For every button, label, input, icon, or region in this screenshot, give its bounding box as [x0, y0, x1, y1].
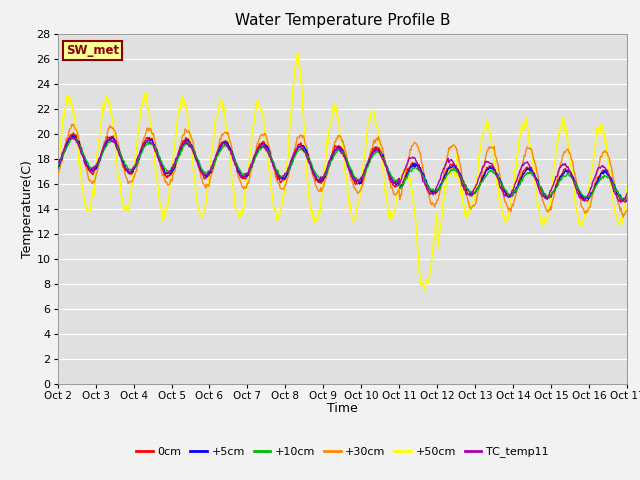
- 0cm: [623, 195, 631, 201]
- +5cm: [429, 190, 437, 196]
- +5cm: [181, 138, 189, 144]
- +50cm: [430, 236, 438, 242]
- TC_temp11: [623, 190, 631, 196]
- TC_temp11: [124, 167, 131, 172]
- +50cm: [54, 165, 61, 170]
- TC_temp11: [64, 137, 72, 143]
- +30cm: [620, 215, 627, 220]
- +30cm: [124, 177, 131, 182]
- +30cm: [623, 207, 631, 213]
- Line: 0cm: 0cm: [58, 133, 627, 202]
- +10cm: [54, 164, 61, 170]
- +5cm: [64, 140, 72, 146]
- +30cm: [429, 201, 437, 206]
- +10cm: [413, 166, 420, 171]
- +50cm: [294, 50, 301, 56]
- Line: +50cm: +50cm: [58, 53, 627, 290]
- +50cm: [623, 184, 631, 190]
- +10cm: [124, 165, 131, 170]
- +30cm: [68, 121, 76, 127]
- +10cm: [429, 186, 437, 192]
- Line: +5cm: +5cm: [58, 136, 627, 201]
- 0cm: [429, 192, 437, 198]
- +50cm: [123, 204, 131, 209]
- +5cm: [70, 133, 77, 139]
- 0cm: [70, 130, 77, 136]
- TC_temp11: [68, 134, 76, 140]
- 0cm: [54, 163, 61, 169]
- +10cm: [64, 142, 72, 148]
- Text: SW_met: SW_met: [66, 44, 119, 57]
- 0cm: [124, 168, 131, 174]
- +10cm: [211, 157, 219, 163]
- +5cm: [54, 166, 61, 171]
- +10cm: [181, 142, 189, 148]
- TC_temp11: [617, 200, 625, 205]
- TC_temp11: [211, 155, 219, 161]
- +30cm: [181, 126, 189, 132]
- +30cm: [54, 171, 61, 177]
- TC_temp11: [54, 160, 61, 166]
- 0cm: [413, 161, 420, 167]
- +5cm: [124, 168, 131, 173]
- +50cm: [413, 230, 420, 236]
- TC_temp11: [429, 191, 437, 197]
- +50cm: [180, 102, 188, 108]
- Title: Water Temperature Profile B: Water Temperature Profile B: [235, 13, 450, 28]
- 0cm: [64, 137, 72, 143]
- +30cm: [413, 141, 420, 147]
- 0cm: [211, 156, 219, 162]
- +30cm: [64, 134, 72, 140]
- Line: TC_temp11: TC_temp11: [58, 137, 627, 203]
- +5cm: [413, 163, 420, 168]
- X-axis label: Time: Time: [327, 402, 358, 415]
- TC_temp11: [181, 138, 189, 144]
- Line: +30cm: +30cm: [58, 124, 627, 217]
- Legend: 0cm, +5cm, +10cm, +30cm, +50cm, TC_temp11: 0cm, +5cm, +10cm, +30cm, +50cm, TC_temp1…: [132, 442, 553, 462]
- +5cm: [211, 158, 219, 164]
- +50cm: [420, 287, 428, 293]
- 0cm: [622, 199, 630, 205]
- +50cm: [211, 132, 218, 137]
- Line: +10cm: +10cm: [58, 138, 627, 201]
- +10cm: [619, 198, 627, 204]
- +10cm: [623, 196, 631, 202]
- TC_temp11: [413, 159, 420, 165]
- +30cm: [211, 157, 219, 163]
- +5cm: [623, 196, 631, 202]
- 0cm: [181, 136, 189, 142]
- +5cm: [619, 198, 627, 204]
- +50cm: [64, 96, 72, 101]
- +10cm: [69, 135, 77, 141]
- Y-axis label: Temperature(C): Temperature(C): [20, 160, 34, 258]
